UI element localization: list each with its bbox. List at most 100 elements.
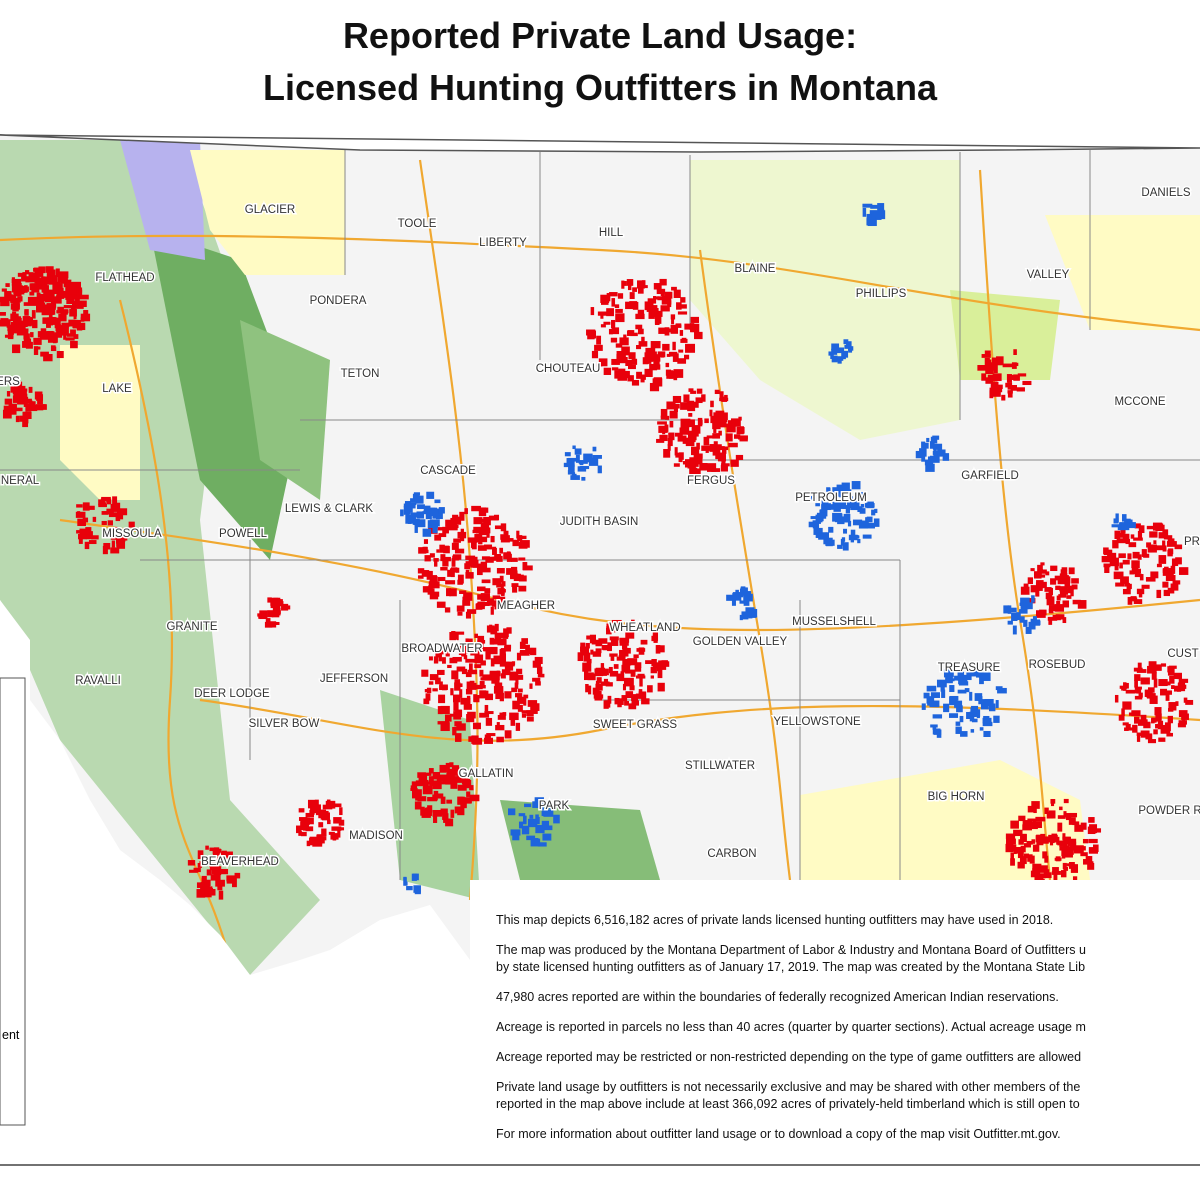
parcel: [439, 781, 450, 785]
parcel: [627, 658, 638, 666]
parcel: [625, 691, 634, 699]
parcel: [988, 703, 996, 712]
parcel: [115, 537, 125, 544]
parcel: [1136, 733, 1141, 742]
parcel: [837, 356, 842, 364]
parcel: [581, 476, 586, 481]
parcel: [314, 799, 319, 806]
parcel: [710, 400, 714, 408]
parcel: [1032, 863, 1042, 872]
parcel: [609, 636, 619, 641]
parcel: [644, 368, 653, 378]
parcel: [849, 534, 859, 539]
parcel: [1060, 575, 1069, 579]
county-label: MEAGHER: [497, 600, 555, 612]
parcel: [606, 625, 614, 632]
parcel: [1050, 802, 1055, 807]
parcel: [310, 806, 315, 813]
parcel: [596, 677, 602, 683]
parcel: [111, 526, 118, 532]
parcel: [1059, 846, 1067, 851]
parcel: [932, 443, 943, 450]
parcel: [871, 509, 876, 516]
parcel: [422, 528, 432, 537]
parcel: [213, 866, 222, 876]
parcel: [982, 717, 992, 724]
parcel: [1017, 850, 1024, 859]
parcel: [622, 683, 627, 691]
parcel: [597, 465, 602, 474]
parcel: [1034, 876, 1044, 883]
parcel: [635, 675, 646, 679]
parcel: [941, 689, 946, 698]
parcel: [101, 511, 109, 515]
parcel: [496, 736, 504, 743]
parcel: [737, 592, 744, 598]
parcel: [638, 341, 648, 347]
parcel: [710, 415, 721, 424]
parcel: [42, 276, 46, 283]
parcel: [592, 446, 597, 452]
parcel: [512, 583, 518, 593]
parcel: [1063, 836, 1071, 845]
parcel: [657, 682, 665, 692]
parcel: [32, 287, 39, 293]
parcel: [197, 850, 204, 860]
parcel: [833, 504, 841, 512]
parcel: [831, 343, 840, 351]
parcel: [514, 682, 519, 689]
parcel: [13, 391, 24, 396]
parcel: [1148, 661, 1157, 669]
parcel: [680, 297, 686, 303]
parcel: [459, 689, 463, 698]
parcel: [446, 588, 451, 597]
parcel: [610, 656, 615, 661]
parcel: [670, 324, 679, 334]
parcel: [500, 523, 507, 532]
parcel: [30, 332, 34, 338]
parcel: [481, 579, 491, 584]
parcel: [267, 597, 272, 603]
parcel: [52, 316, 56, 324]
parcel: [1156, 589, 1162, 599]
parcel: [433, 656, 439, 664]
parcel: [25, 403, 32, 412]
parcel: [747, 608, 758, 618]
parcel: [332, 803, 342, 808]
parcel: [516, 652, 522, 661]
parcel: [78, 534, 87, 540]
parcel: [836, 502, 847, 509]
parcel: [1017, 373, 1027, 377]
parcel: [43, 353, 53, 362]
parcel: [321, 828, 327, 837]
parcel: [465, 569, 470, 575]
parcel: [831, 355, 838, 363]
parcel: [611, 327, 620, 335]
parcel: [456, 723, 466, 731]
parcel: [595, 648, 602, 654]
parcel: [1062, 833, 1066, 839]
county-label: LAKE: [102, 383, 132, 395]
parcel: [6, 391, 11, 397]
parcel: [1134, 674, 1141, 681]
parcel: [657, 296, 667, 301]
parcel: [730, 459, 739, 467]
parcel: [1155, 713, 1162, 721]
parcel: [220, 880, 224, 886]
parcel: [36, 301, 44, 311]
parcel: [510, 566, 518, 574]
parcel: [1061, 567, 1068, 572]
parcel: [960, 731, 968, 737]
parcel: [442, 557, 449, 567]
parcel: [526, 716, 534, 722]
parcel: [839, 489, 843, 498]
county-label: DANIELS: [1141, 187, 1191, 199]
parcel: [1122, 588, 1131, 595]
parcel: [1082, 838, 1089, 844]
parcel: [12, 311, 17, 318]
parcel: [1011, 612, 1018, 621]
parcel: [22, 328, 29, 332]
parcel: [516, 574, 524, 579]
parcel: [0, 319, 10, 327]
parcel: [1057, 822, 1063, 832]
